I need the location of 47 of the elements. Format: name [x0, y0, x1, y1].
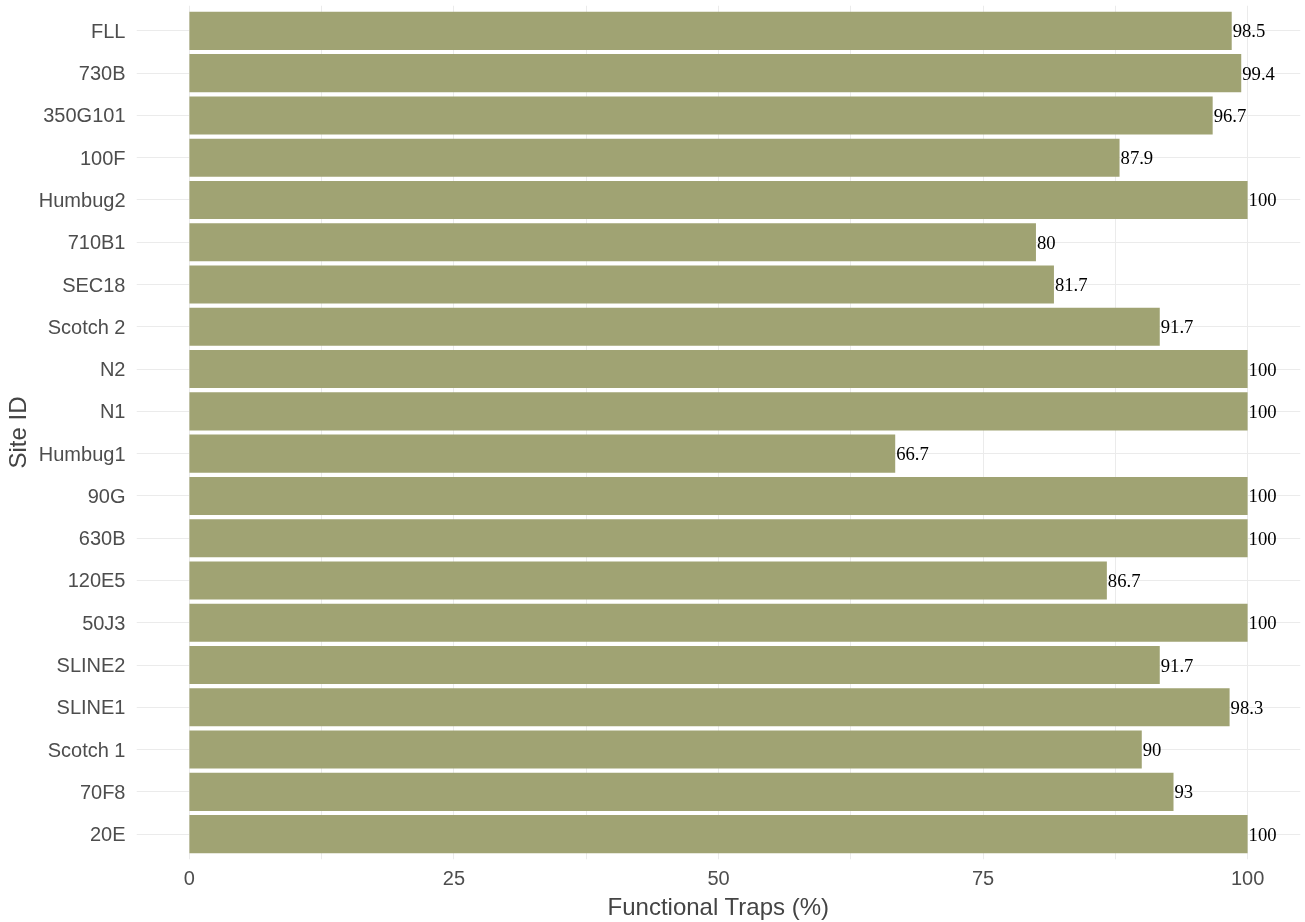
data-label: 66.7 [896, 443, 929, 465]
data-label: 81.7 [1054, 274, 1088, 296]
y-tick-label: SLINE2 [56, 654, 126, 677]
data-label: 96.7 [1213, 104, 1247, 126]
y-tick-label: 710B1 [67, 231, 126, 254]
x-tick-label: 100 [1230, 866, 1265, 889]
x-tick-label: 75 [971, 866, 995, 889]
x-axis-title: Functional Traps (%) [607, 892, 829, 920]
data-label: 93 [1174, 781, 1194, 803]
x-tick-label: 0 [183, 866, 195, 889]
y-tick-label: 120E5 [67, 569, 126, 592]
data-label: 98.5 [1232, 20, 1266, 42]
y-tick-label: 350G101 [43, 104, 126, 127]
y-tick-label: N2 [99, 358, 126, 381]
y-tick-label: N1 [99, 400, 126, 423]
y-tick-label: Scotch 2 [47, 315, 126, 338]
y-tick-label: 630B [78, 527, 126, 550]
data-label: 100 [1248, 527, 1277, 549]
data-label: 80 [1036, 231, 1056, 253]
data-label: 100 [1248, 612, 1277, 634]
y-tick-label: SEC18 [62, 273, 126, 296]
y-tick-label: Scotch 1 [47, 738, 126, 761]
y-tick-label: Humbug1 [38, 442, 126, 465]
y-tick-label: FLL [91, 19, 126, 42]
x-tick-label: 50 [707, 866, 730, 889]
data-label: 100 [1248, 189, 1277, 211]
data-label: 87.9 [1120, 147, 1154, 169]
data-label: 86.7 [1107, 569, 1141, 591]
data-label: 98.3 [1230, 696, 1264, 718]
data-label: 91.7 [1160, 316, 1194, 338]
data-label: 100 [1248, 485, 1277, 507]
y-tick-label: 50J3 [82, 611, 126, 634]
x-tick-label: 25 [442, 866, 466, 889]
data-label: 90 [1142, 739, 1162, 761]
data-label: 91.7 [1160, 654, 1194, 676]
y-tick-label: SLINE1 [56, 696, 126, 719]
data-label: 99.4 [1242, 62, 1276, 84]
data-label: 100 [1248, 358, 1277, 380]
y-tick-label: Humbug2 [38, 188, 126, 211]
data-label: 100 [1248, 823, 1277, 845]
y-tick-label: 90G [87, 484, 126, 507]
y-axis-title: Site ID [3, 396, 31, 469]
data-label: 100 [1248, 400, 1277, 422]
y-tick-label: 70F8 [79, 780, 126, 803]
y-tick-label: 20E [89, 823, 126, 846]
y-tick-label: 100F [79, 146, 126, 169]
y-tick-label: 730B [78, 62, 126, 85]
